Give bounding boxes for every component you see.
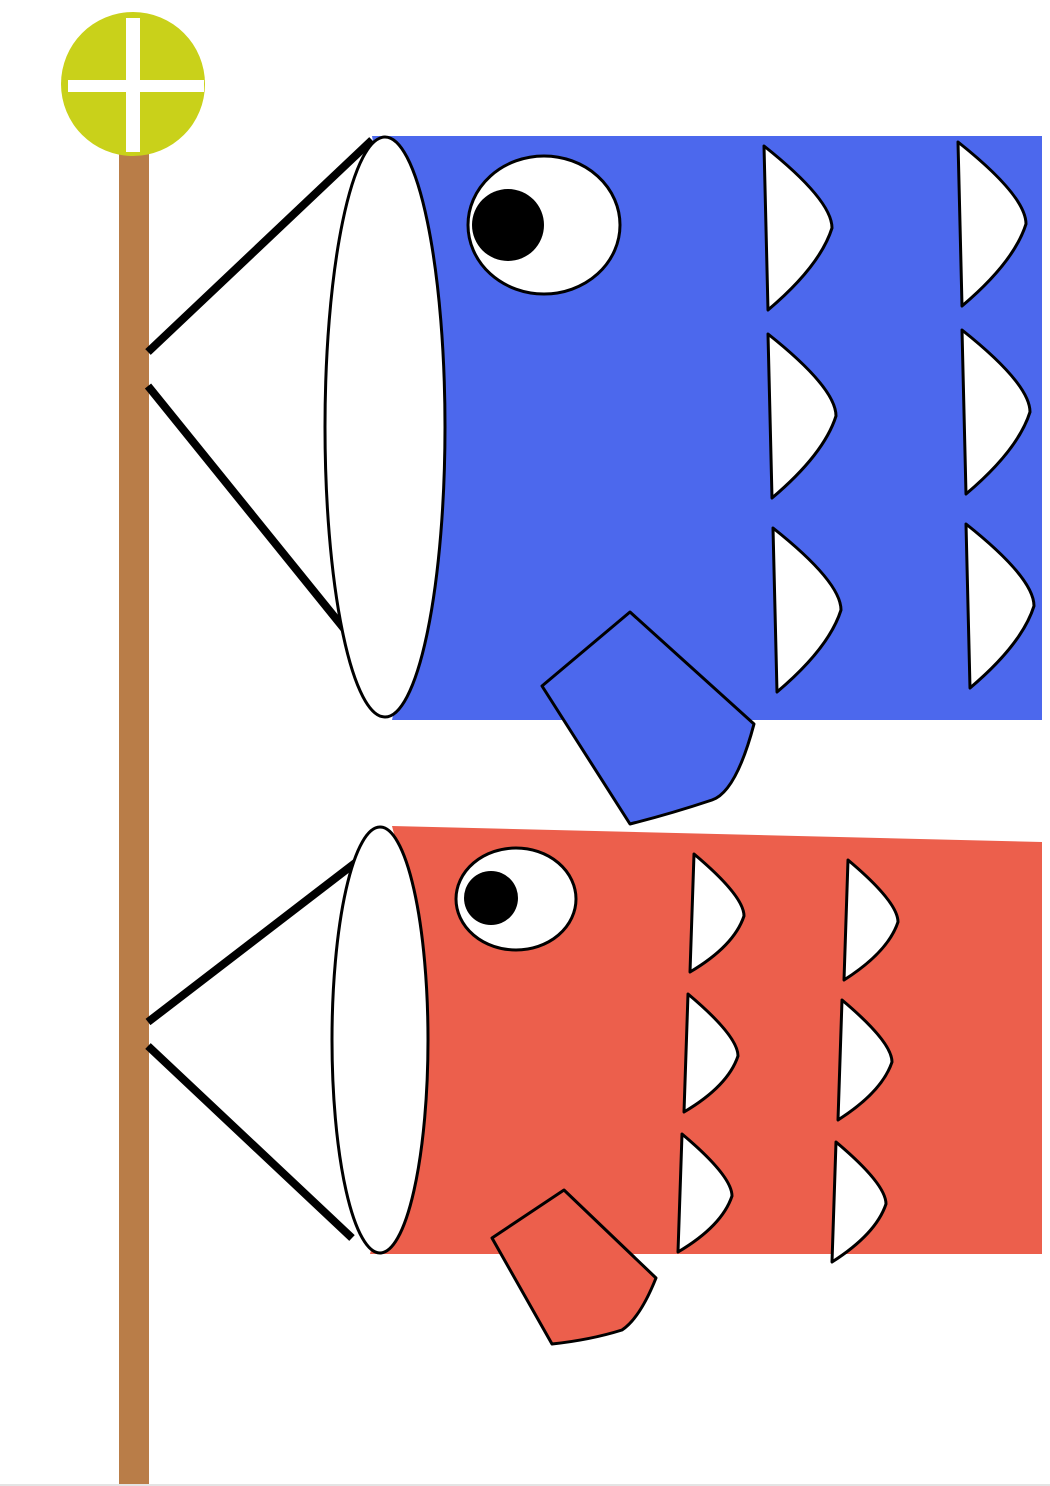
red-koi-fin xyxy=(490,1188,658,1346)
blue-koi-mouth xyxy=(323,135,447,719)
pole-finial-icon xyxy=(61,12,205,156)
pole xyxy=(119,152,149,1484)
red-koi-scale xyxy=(830,1140,888,1264)
red-koi-string xyxy=(145,846,375,1026)
blue-koi-eye-icon xyxy=(466,154,622,296)
red-koi-mouth xyxy=(330,825,430,1255)
blue-koi-scales xyxy=(762,140,1036,694)
red-koi-scale xyxy=(688,852,746,974)
red-koi-scale xyxy=(682,992,740,1114)
blue-koi-eye-pupil xyxy=(472,189,544,261)
blue-koi-scale xyxy=(771,526,843,694)
blue-koi xyxy=(144,135,1042,826)
red-koi-string-lower xyxy=(145,1043,355,1241)
blue-koi-string xyxy=(145,137,375,355)
red-koi-eye-pupil xyxy=(464,871,518,925)
red-koi-scale xyxy=(676,1132,734,1254)
red-koi-scale xyxy=(842,858,900,982)
blue-koi-scale xyxy=(960,328,1032,496)
red-koi-scale xyxy=(836,998,894,1122)
blue-koi-scale xyxy=(766,332,838,500)
blue-koi-string-lower xyxy=(144,383,354,639)
blue-koi-scale xyxy=(964,522,1036,690)
red-koi-eye-icon xyxy=(454,846,578,952)
blue-koi-scale xyxy=(956,140,1028,308)
red-koi-scales xyxy=(676,852,900,1264)
blue-koi-fin xyxy=(540,610,756,826)
blue-koi-scale xyxy=(762,144,834,312)
pole-group xyxy=(61,12,205,1484)
red-koi xyxy=(145,825,1042,1346)
pole-finial-cross-horizontal xyxy=(68,80,204,92)
